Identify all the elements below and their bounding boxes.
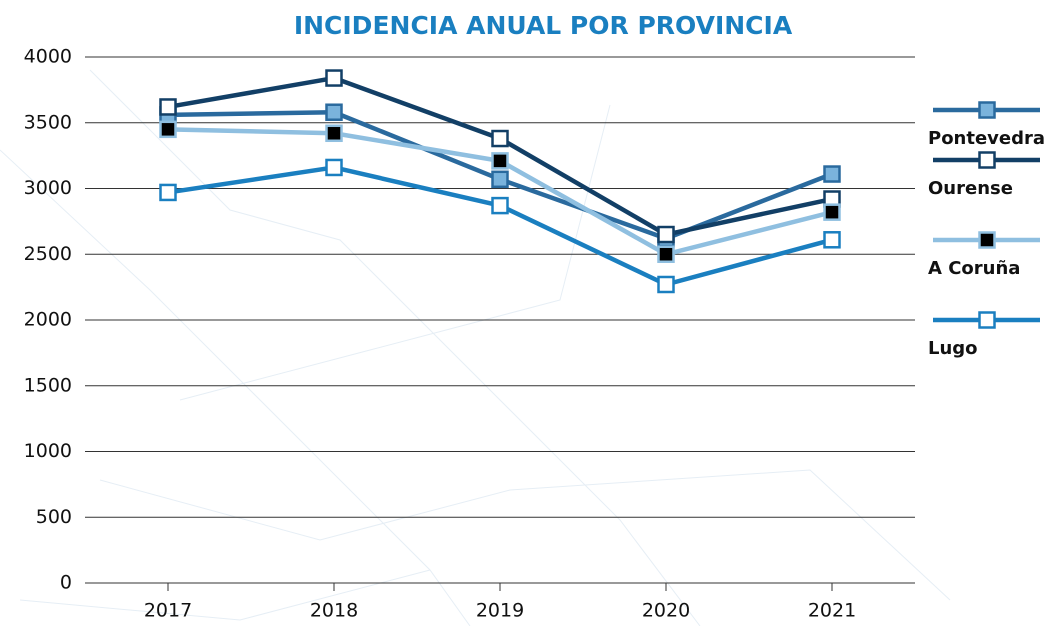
- y-tick-label: 1000: [24, 440, 72, 462]
- legend-label: Pontevedra: [928, 128, 1045, 149]
- chart-title: INCIDENCIA ANUAL POR PROVINCIA: [294, 11, 793, 40]
- marker: [657, 225, 675, 244]
- marker: [657, 275, 675, 294]
- y-tick-label: 500: [36, 506, 72, 528]
- x-tick-label: 2020: [642, 600, 690, 622]
- marker: [325, 69, 343, 87]
- marker: [325, 103, 343, 121]
- legend-label: Ourense: [928, 178, 1013, 199]
- y-tick-label: 0: [60, 572, 72, 594]
- legend-label: A Coruña: [928, 258, 1020, 279]
- marker: [491, 129, 509, 148]
- marker: [325, 124, 343, 143]
- marker: [325, 158, 343, 177]
- marker: [159, 120, 177, 139]
- marker: [159, 98, 177, 116]
- y-tick-label: 4000: [24, 46, 72, 68]
- x-tick-label: 2017: [144, 600, 192, 622]
- legend-label: Lugo: [928, 338, 978, 359]
- marker: [491, 170, 509, 189]
- marker: [657, 245, 675, 263]
- background-pattern: [0, 69, 951, 626]
- y-tick-label: 2000: [24, 309, 72, 331]
- marker: [823, 231, 841, 249]
- x-tick-label: 2021: [808, 600, 856, 622]
- marker: [159, 183, 177, 202]
- marker: [491, 152, 509, 170]
- y-tick-label: 3500: [24, 111, 72, 133]
- y-tick-label: 2500: [24, 243, 72, 265]
- y-tick-label: 1500: [24, 374, 72, 396]
- marker: [823, 165, 841, 183]
- marker: [823, 203, 841, 221]
- legend-marker: [978, 231, 996, 249]
- legend-marker: [978, 311, 996, 329]
- x-tick-label: 2018: [310, 600, 358, 622]
- x-tick-label: 2019: [476, 600, 524, 622]
- legend-marker: [978, 101, 996, 119]
- y-tick-label: 3000: [24, 177, 72, 199]
- marker: [491, 196, 509, 215]
- legend-marker: [978, 151, 996, 169]
